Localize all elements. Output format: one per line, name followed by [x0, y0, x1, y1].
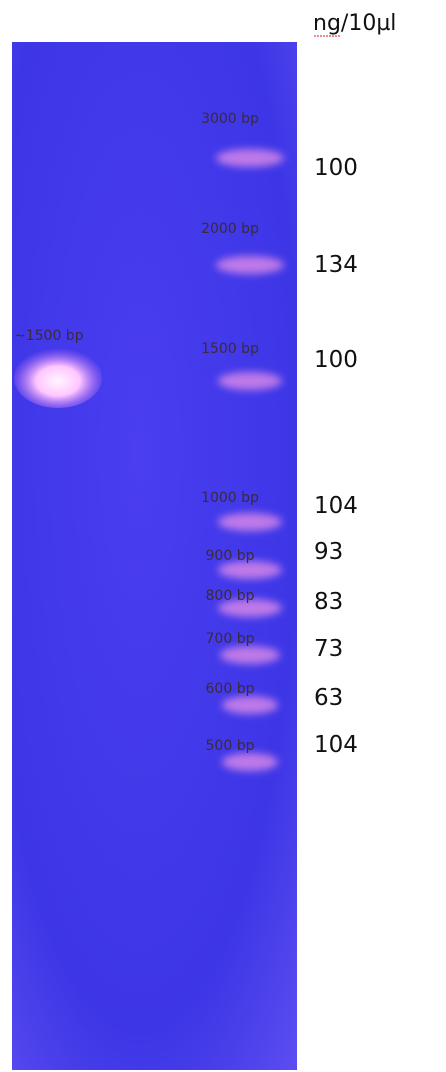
sample-band: [14, 348, 102, 408]
band-size-label: 2000 bp: [201, 221, 259, 237]
ladder-band: [220, 646, 280, 664]
band-amount: 100: [314, 155, 358, 181]
band-size-label: 1500 bp: [201, 341, 259, 357]
band-size-label: 1000 bp: [201, 490, 259, 506]
ladder-band: [218, 372, 282, 390]
ladder-band: [222, 753, 278, 771]
band-amount: 104: [314, 493, 358, 519]
band-amount: 134: [314, 252, 358, 278]
band-size-label: 3000 bp: [201, 111, 259, 127]
band-amount: 93: [314, 539, 343, 565]
band-size-label: 700 bp: [206, 631, 255, 647]
sample-label: ~1500 bp: [14, 328, 84, 344]
band-size-label: 500 bp: [206, 738, 255, 754]
ladder-band: [216, 149, 284, 167]
ladder-band: [216, 256, 284, 274]
unit-header: ng/10µl: [313, 11, 396, 36]
ladder-band: [222, 696, 278, 714]
ladder-band: [218, 513, 282, 531]
band-amount: 100: [314, 347, 358, 373]
band-amount: 73: [314, 636, 343, 662]
band-size-label: 800 bp: [206, 588, 255, 604]
band-size-label: 900 bp: [206, 548, 255, 564]
band-size-label: 600 bp: [206, 681, 255, 697]
band-amount: 104: [314, 732, 358, 758]
gel-figure: ~1500 bp ng/10µl 3000 bp 100 2000 bp 134 150…: [0, 0, 446, 1072]
band-amount: 63: [314, 685, 343, 711]
band-amount: 83: [314, 589, 343, 615]
